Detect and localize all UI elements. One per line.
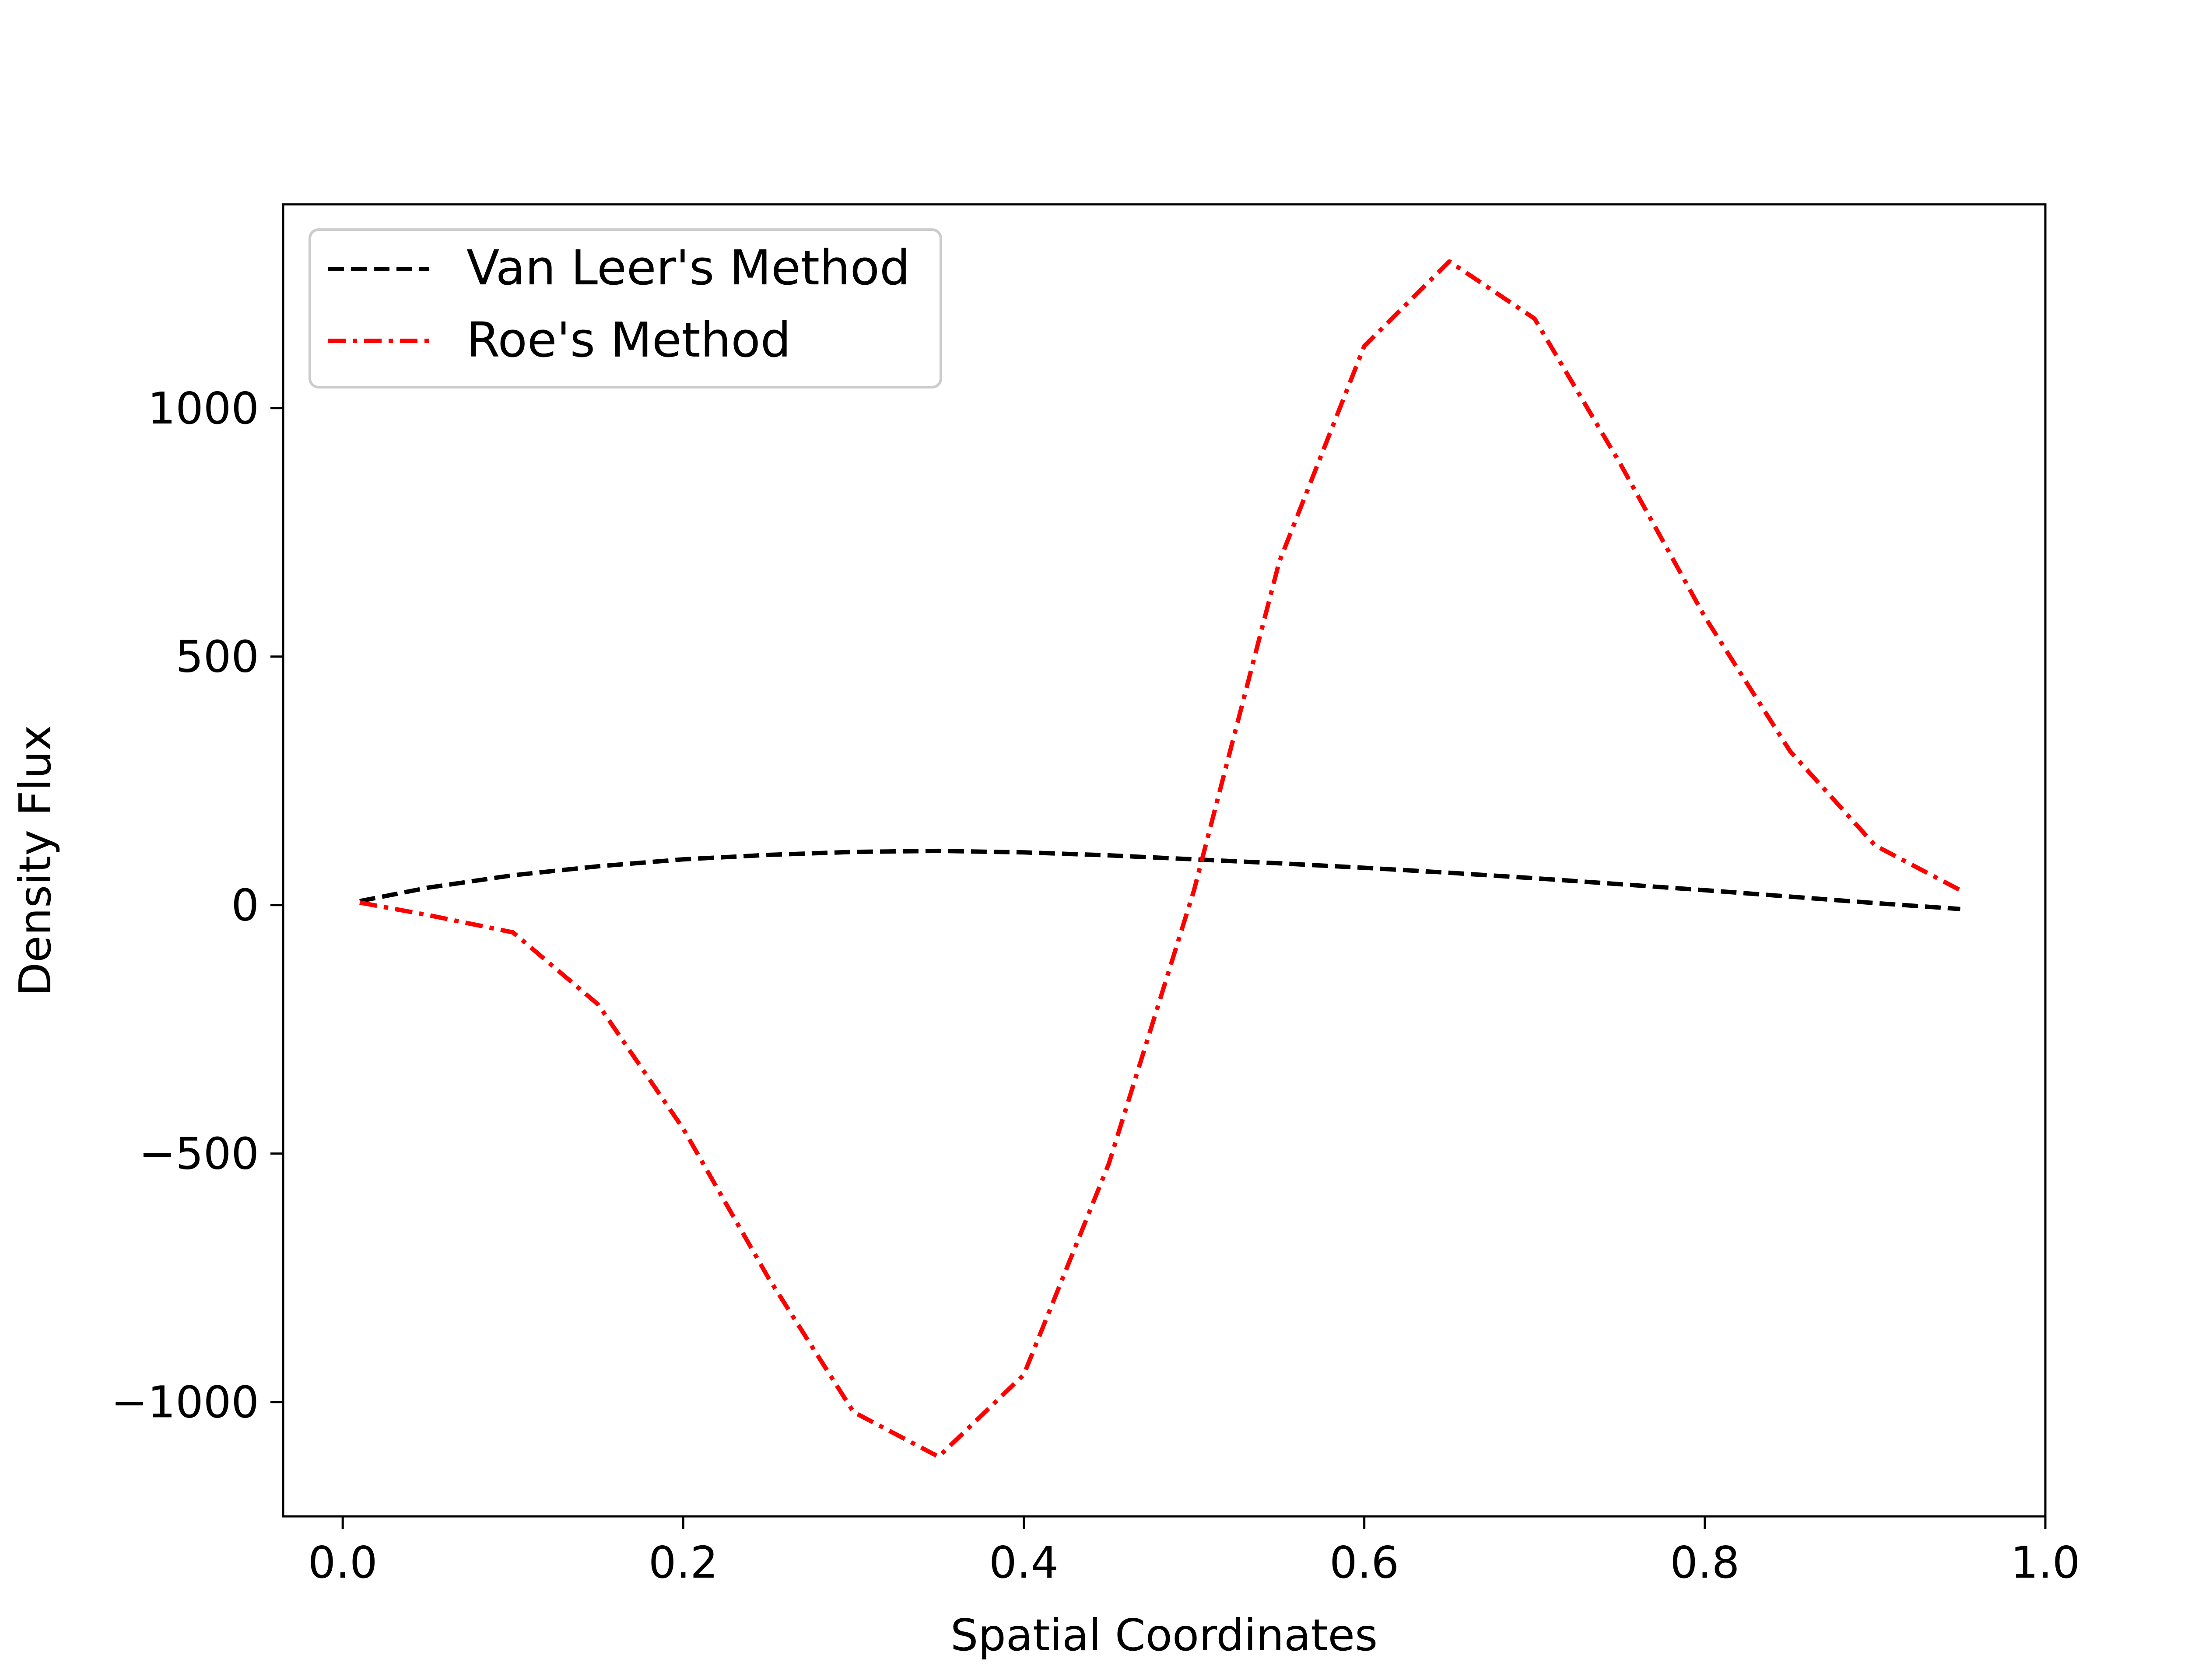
legend-label-roe: Roe's Method (466, 312, 791, 368)
y-tick-label: 0 (231, 880, 259, 931)
x-tick-label: 0.6 (1329, 1537, 1399, 1588)
x-tick-label: 0.0 (308, 1537, 378, 1588)
y-tick-label: −500 (139, 1128, 259, 1180)
y-tick-label: 500 (175, 631, 259, 682)
legend: Van Leer's Method Roe's Method (309, 228, 942, 388)
y-tick-label: −1000 (111, 1377, 259, 1428)
x-tick-label: 0.8 (1670, 1537, 1739, 1588)
y-axis: −1000 −500 0 500 1000 (111, 383, 283, 1428)
y-tick-label: 1000 (148, 383, 259, 434)
legend-label-van-leer: Van Leer's Method (466, 240, 910, 296)
legend-box (309, 228, 942, 388)
x-tick-label: 0.4 (989, 1537, 1059, 1588)
x-tick-label: 1.0 (2010, 1537, 2080, 1588)
x-tick-label: 0.2 (649, 1537, 718, 1588)
plot-frame (282, 203, 2047, 1518)
series-line-1 (359, 259, 1961, 1459)
x-axis: 0.0 0.2 0.4 0.6 0.8 1.0 (308, 1516, 2080, 1588)
series-line-0 (359, 848, 1960, 911)
y-axis-label: Density Flux (10, 725, 61, 996)
x-axis-label: Spatial Coordinates (950, 1610, 1378, 1661)
chart-marks (359, 259, 1961, 1459)
